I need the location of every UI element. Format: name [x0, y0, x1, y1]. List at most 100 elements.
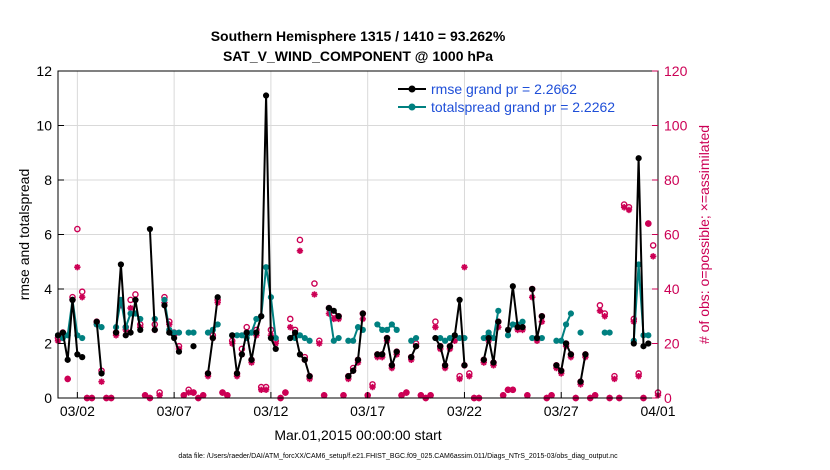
rmse-point	[446, 343, 454, 350]
y-tick-label: 4	[44, 281, 52, 297]
spread-point	[79, 334, 86, 342]
obs-assimilated-point	[141, 392, 149, 399]
spread-point	[485, 329, 492, 336]
rmse-point	[432, 334, 439, 342]
obs-assimilated-point	[98, 378, 105, 385]
obs-assimilated-point	[635, 373, 642, 380]
y-tick-label: 8	[44, 172, 52, 188]
spread-point	[238, 332, 245, 339]
obs-assimilated-point	[645, 220, 652, 227]
rmse-point	[296, 351, 304, 358]
chart-subtitle: SAT_V_WIND_COMPONENT @ 1000 hPa	[223, 48, 493, 64]
y-tick-label: 0	[44, 390, 52, 406]
obs-assimilated-point	[538, 318, 546, 325]
rmse-point	[562, 340, 570, 347]
obs-assimilated-point	[611, 375, 618, 383]
obs-assimilated-point	[287, 323, 294, 331]
rmse-point	[558, 367, 565, 374]
spread-point	[296, 332, 304, 339]
spread-point	[175, 329, 183, 336]
y2-tick-label: 40	[664, 281, 680, 297]
spread-point	[437, 334, 444, 342]
obs-assimilated-point	[649, 253, 657, 260]
x-tick-label: 03/17	[350, 403, 385, 419]
spread-point	[480, 334, 487, 342]
spread-point	[601, 329, 608, 336]
rmse-point	[151, 326, 158, 333]
rmse-point	[171, 334, 178, 342]
rmse-point	[59, 329, 66, 336]
rmse-point	[93, 318, 100, 325]
rmse-point	[69, 296, 76, 303]
rmse-point	[122, 332, 129, 339]
spread-point	[379, 326, 386, 333]
data-file-footnote: data file: /Users/raeder/DAI/ATM_forcXX/…	[178, 453, 618, 460]
obs-assimilated-point	[316, 340, 323, 347]
rmse-point	[64, 356, 71, 363]
obs-assimilated-point	[601, 313, 608, 320]
rmse-point	[374, 351, 381, 358]
obs-assimilated-point	[74, 264, 81, 271]
obs-possible-point	[296, 236, 304, 244]
rmse-point	[127, 329, 134, 336]
rmse-line-segment	[555, 340, 572, 374]
rmse-line-segment	[482, 321, 500, 363]
series-lines	[54, 92, 652, 385]
spread-point	[204, 329, 212, 336]
obs-possible-point	[286, 315, 294, 323]
spread-point	[214, 321, 221, 328]
rmse-point	[509, 283, 516, 290]
obs-assimilated-point	[180, 392, 188, 399]
y-tick-label: 10	[36, 118, 52, 134]
rmse-point	[635, 155, 642, 162]
spread-point	[127, 310, 134, 317]
obs-assimilated-point	[224, 392, 231, 399]
rmse-point	[258, 313, 265, 320]
rmse-point	[538, 313, 545, 320]
spread-point	[185, 329, 192, 336]
rmse-line-segment	[231, 95, 277, 374]
rmse-point	[350, 367, 357, 374]
rmse-point	[238, 351, 245, 358]
rmse-point	[441, 362, 449, 369]
y2-tick-label: 60	[664, 227, 680, 243]
rmse-point	[325, 304, 333, 312]
obs-assimilated-point	[219, 389, 226, 396]
legend-spread-label: totalspread grand pr = 2.2262	[431, 99, 615, 115]
rmse-point	[190, 343, 197, 350]
spread-point	[301, 334, 308, 342]
x-axis-label: Mar.01,2015 00:00:00 start	[274, 427, 441, 443]
rmse-point	[161, 302, 168, 309]
rmse-point	[553, 362, 560, 369]
spread-point	[350, 337, 357, 344]
spread-point	[577, 329, 584, 336]
obs-assimilated-point	[282, 389, 289, 396]
obs-assimilated-point	[330, 315, 338, 323]
rmse-line-segment	[347, 313, 364, 377]
x-tick-label: 04/01	[640, 403, 675, 419]
x-tick-label: 03/22	[447, 403, 482, 419]
rmse-point	[132, 296, 139, 303]
spread-point	[567, 310, 575, 317]
x-tick-label: 03/02	[60, 403, 95, 419]
spread-point	[446, 334, 454, 342]
rmse-point	[330, 307, 337, 314]
rmse-point	[262, 92, 270, 99]
rmse-point	[519, 324, 526, 331]
rmse-point	[480, 356, 487, 363]
obs-assimilated-point	[258, 386, 265, 394]
rmse-point	[354, 356, 362, 363]
rmse-line-segment	[163, 305, 180, 353]
spread-point	[519, 318, 526, 325]
obs-assimilated-point	[296, 247, 304, 255]
obs-assimilated-point	[499, 392, 507, 399]
rmse-point	[383, 334, 391, 342]
rmse-point	[248, 356, 255, 363]
spread-point	[98, 324, 105, 331]
spread-point	[233, 332, 241, 339]
spread-point	[562, 321, 570, 328]
obs-assimilated-point	[156, 392, 163, 399]
rmse-point	[301, 356, 308, 363]
spread-point	[248, 329, 255, 336]
